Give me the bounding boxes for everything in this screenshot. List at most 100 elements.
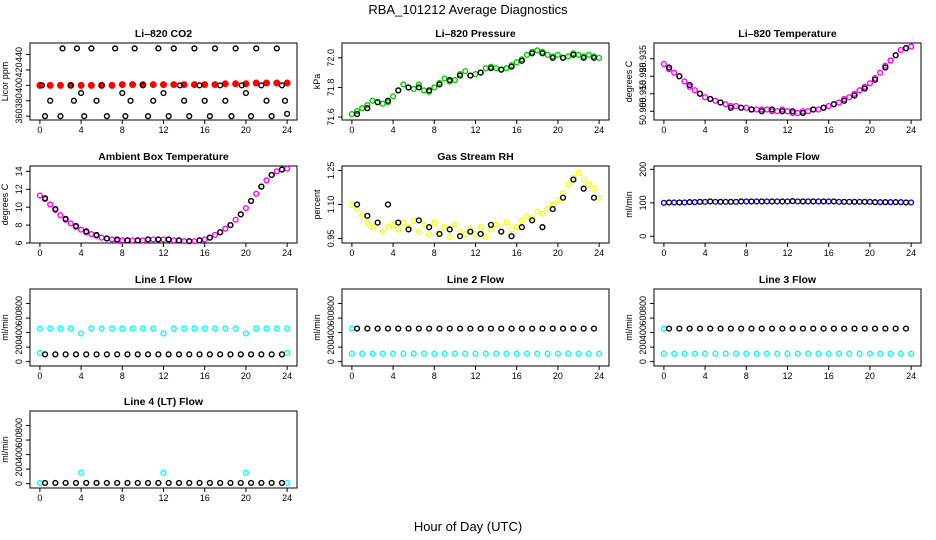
y-tick-label: 0	[14, 359, 24, 364]
data-point	[191, 45, 198, 52]
x-tick-label: 8	[120, 125, 125, 135]
x-tick-label: 24	[594, 371, 604, 381]
data-point	[70, 97, 77, 104]
data-point	[436, 228, 443, 235]
data-point	[696, 325, 704, 332]
data-point	[247, 197, 255, 205]
data-point	[201, 97, 208, 104]
series-1	[348, 325, 603, 357]
data-point	[727, 325, 734, 332]
data-point	[835, 99, 843, 106]
data-point	[415, 84, 422, 91]
data-point	[861, 198, 868, 205]
data-point	[493, 350, 500, 357]
data-point	[665, 64, 673, 71]
data-point	[691, 350, 698, 357]
y-tick-label: 50.925	[638, 62, 648, 90]
x-tick-label: 4	[391, 125, 396, 135]
data-point	[227, 351, 234, 358]
data-point	[877, 350, 884, 357]
data-point	[681, 350, 688, 357]
data-point	[753, 350, 760, 357]
data-point	[165, 236, 172, 243]
data-point	[150, 97, 157, 104]
data-point	[395, 219, 402, 226]
data-point	[364, 219, 371, 226]
data-point	[67, 220, 74, 227]
data-point	[353, 110, 361, 118]
data-point	[784, 350, 791, 357]
data-point	[768, 325, 776, 332]
x-tick-label: 20	[241, 371, 251, 381]
data-point	[498, 325, 505, 332]
data-point	[738, 325, 745, 332]
data-point	[374, 99, 381, 106]
data-point	[701, 350, 709, 357]
data-point	[155, 236, 162, 243]
x-tick-label: 0	[349, 248, 354, 258]
data-point	[508, 226, 515, 233]
data-point	[52, 351, 59, 358]
data-point	[98, 325, 105, 332]
data-point	[232, 325, 239, 332]
data-point	[170, 81, 178, 89]
data-point	[281, 97, 289, 104]
data-point	[232, 216, 239, 223]
data-point	[851, 325, 858, 332]
panel-title: Li–820 Pressure	[435, 28, 516, 40]
data-point	[217, 351, 224, 358]
data-point	[415, 325, 422, 332]
data-point	[882, 199, 889, 206]
data-point	[395, 325, 402, 332]
panel-ylabel: ml/min	[624, 191, 634, 218]
x-tick-label: 16	[200, 493, 210, 503]
data-point	[258, 183, 265, 190]
data-point	[820, 325, 827, 332]
data-point	[118, 81, 126, 89]
data-point	[758, 108, 765, 115]
data-point	[810, 106, 817, 113]
data-point	[211, 81, 219, 89]
data-point	[846, 350, 853, 357]
data-point	[217, 479, 224, 487]
data-point	[446, 325, 453, 332]
data-point	[379, 228, 386, 235]
data-point	[902, 199, 910, 206]
data-point	[46, 81, 54, 89]
data-point	[72, 351, 80, 358]
data-point	[779, 198, 786, 205]
data-point	[825, 350, 832, 357]
data-point	[902, 325, 910, 332]
data-point	[228, 113, 235, 120]
y-tick-label: 0	[326, 359, 336, 364]
x-tick-label: 24	[906, 248, 916, 258]
data-point	[165, 479, 172, 487]
data-point	[810, 198, 817, 205]
data-point	[805, 350, 812, 357]
data-point	[83, 351, 90, 358]
data-point	[431, 219, 438, 226]
data-point	[467, 226, 474, 233]
data-point	[570, 325, 577, 332]
data-point	[56, 81, 64, 89]
data-point	[539, 325, 546, 332]
panel-6: Sample Flow ml/min 0 4 8 12 16 20 24 0 100 200	[624, 151, 922, 258]
data-point	[696, 198, 704, 205]
series-2	[353, 50, 598, 118]
x-tick-label: 8	[432, 248, 437, 258]
data-point	[696, 90, 704, 97]
y-tick-label: 50.935	[638, 45, 648, 73]
data-point	[253, 45, 260, 52]
x-tick-label: 0	[37, 493, 42, 503]
data-point	[426, 224, 433, 231]
data-point	[242, 330, 250, 337]
data-point	[565, 53, 572, 60]
data-point	[908, 43, 915, 50]
data-point	[72, 222, 80, 230]
x-tick-label: 24	[282, 493, 292, 503]
data-point	[523, 350, 531, 357]
data-point	[544, 350, 551, 357]
data-point	[201, 81, 209, 89]
data-point	[887, 350, 894, 357]
data-point	[467, 228, 474, 235]
